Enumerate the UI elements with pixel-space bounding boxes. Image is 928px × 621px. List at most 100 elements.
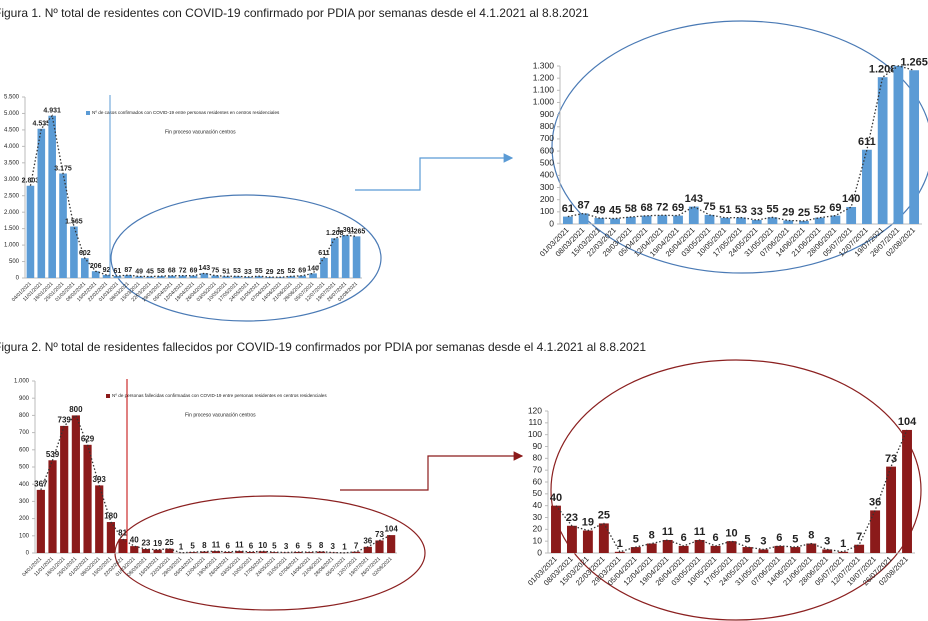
data-label: 40 [550,492,562,504]
y-tick-label: 700 [540,133,554,143]
bar [298,275,307,278]
data-label: 6 [296,541,301,550]
y-tick-label: 120 [528,405,542,415]
bar [806,543,817,553]
bar [352,236,361,278]
bar [309,273,317,278]
data-label: 29 [266,269,274,276]
data-label: 3 [760,536,766,548]
figure-title: Figura 1. Nº total de residentes con COV… [0,6,589,20]
bar [646,543,657,553]
trend-line [567,65,915,222]
y-tick-label: 100 [528,429,542,439]
data-label: 52 [814,204,826,216]
data-label: 4.535 [33,121,51,128]
data-label: 367 [34,479,48,488]
data-label: 69 [672,202,684,214]
data-label: 40 [130,536,139,545]
y-tick-label: 50 [533,488,543,498]
data-label: 1.208 [326,230,344,237]
data-label: 29 [782,207,794,219]
y-tick-label: 200 [19,516,30,522]
data-label: 19 [153,539,162,548]
legend-label: Nº de personas fallecidas confirmadas co… [112,393,327,398]
bar [48,460,57,553]
y-tick-label: 1.000 [533,97,555,107]
data-label: 393 [93,475,107,484]
bar [83,444,92,553]
bar [157,276,165,278]
bar [566,525,577,553]
data-label: 104 [898,416,917,428]
bar [751,219,762,224]
data-label: 69 [829,202,841,214]
bar [710,545,721,553]
data-label: 25 [798,207,810,219]
data-label: 539 [46,450,60,459]
y-tick-label: 0 [26,551,30,557]
data-label: 3 [284,542,289,551]
data-label: 81 [118,529,127,538]
data-label: 68 [168,268,176,275]
bar [118,539,127,553]
data-label: 5 [307,542,312,551]
data-label: 25 [165,538,174,547]
data-label: 72 [656,201,668,213]
bar [36,489,45,553]
bar [902,429,912,553]
bar [258,551,267,553]
bar [211,551,221,553]
y-tick-label: 3.500 [4,160,20,166]
y-tick-label: 600 [540,145,554,155]
bar [582,530,593,553]
bar [113,275,122,278]
arrow [340,451,524,491]
data-label: 5 [633,533,639,545]
bar [178,275,187,278]
bar [594,218,605,224]
bar [799,220,809,224]
y-tick-label: 1.000 [4,243,20,249]
bar [625,216,636,224]
y-tick-label: 1.300 [533,60,555,70]
y-tick-label: 0 [549,218,554,228]
y-tick-label: 5.500 [4,95,20,101]
data-label: 5 [792,533,798,545]
bar [59,173,67,278]
y-tick-label: 20 [533,524,543,534]
data-label: 1.265 [348,228,366,235]
y-tick-label: 900 [540,109,554,119]
data-label: 55 [255,268,263,275]
bar [235,551,244,553]
y-tick-label: 2.000 [4,210,20,216]
bar [830,215,841,224]
data-label: 23 [141,539,150,548]
data-label: 52 [287,268,295,275]
bar [124,275,133,278]
data-label: 25 [277,269,285,276]
data-label: 611 [318,250,329,257]
data-label: 68 [640,202,652,214]
bar [610,218,620,224]
bar [578,213,589,224]
y-tick-label: 5.000 [4,111,20,117]
bar [331,238,339,278]
bar [387,535,396,553]
bar [758,549,769,553]
bar [662,539,673,553]
bar [838,551,849,553]
y-tick-label: 400 [540,170,554,180]
bar [233,276,241,278]
bar [281,552,291,553]
bar [165,548,174,553]
y-tick-label: 800 [540,121,554,131]
bar [822,549,833,553]
data-label: 140 [842,193,860,205]
data-label: 36 [363,536,372,545]
bar [551,505,561,553]
bar [106,522,115,553]
bar [641,215,652,224]
data-label: 1 [840,538,846,550]
y-tick-label: 0 [16,276,20,282]
y-tick-label: 500 [9,259,20,265]
